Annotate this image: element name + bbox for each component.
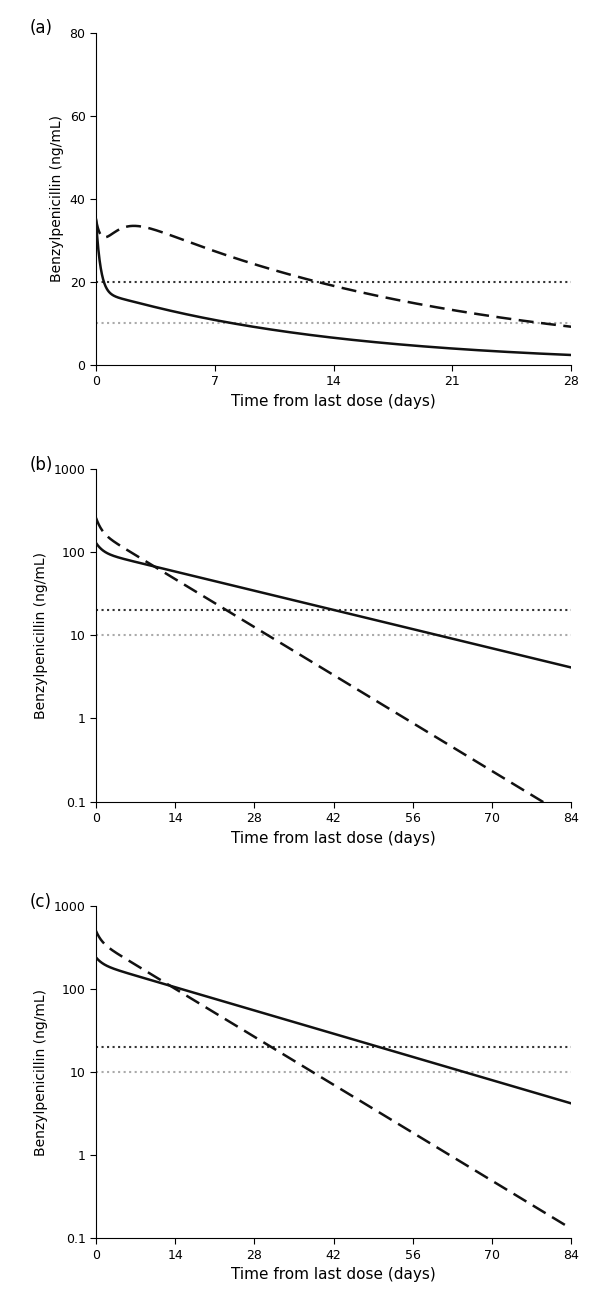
Y-axis label: Benzylpenicillin (ng/mL): Benzylpenicillin (ng/mL) — [34, 989, 48, 1156]
Y-axis label: Benzylpenicillin (ng/mL): Benzylpenicillin (ng/mL) — [34, 552, 48, 719]
X-axis label: Time from last dose (days): Time from last dose (days) — [231, 1267, 436, 1282]
Text: (a): (a) — [29, 20, 52, 38]
X-axis label: Time from last dose (days): Time from last dose (days) — [231, 830, 436, 846]
Y-axis label: Benzylpenicillin (ng/mL): Benzylpenicillin (ng/mL) — [50, 115, 64, 283]
X-axis label: Time from last dose (days): Time from last dose (days) — [231, 394, 436, 409]
Text: (c): (c) — [29, 893, 52, 911]
Text: (b): (b) — [29, 456, 53, 474]
